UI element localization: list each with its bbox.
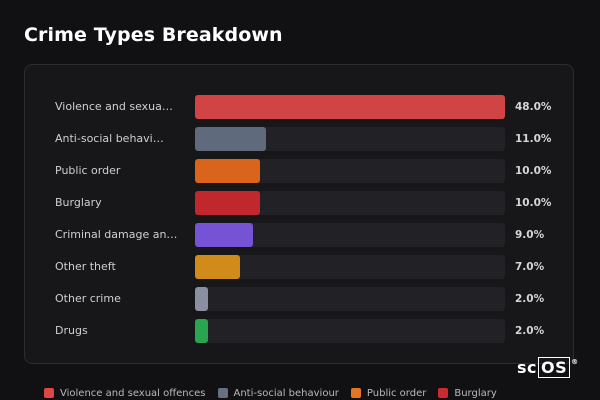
bar-label: Burglary — [55, 196, 102, 209]
bar-row: Criminal damage an… 9.0% — [25, 223, 573, 247]
legend-item[interactable]: Anti-social behaviour — [217, 386, 339, 400]
bar-value-label: 10.0% — [515, 197, 552, 209]
bar-track — [195, 255, 505, 279]
bar[interactable] — [195, 255, 240, 279]
bar-track — [195, 95, 505, 119]
bar[interactable] — [195, 95, 505, 119]
legend-item[interactable]: Violence and sexual offences — [44, 386, 206, 400]
bar-track — [195, 223, 505, 247]
legend-swatch — [217, 388, 228, 398]
bar[interactable] — [195, 287, 208, 311]
legend-swatch — [350, 388, 361, 398]
bar-row: Other theft 7.0% — [25, 255, 573, 279]
bar-label: Anti-social behavi… — [55, 132, 164, 145]
legend-item[interactable]: Public order — [350, 386, 427, 400]
bar-row: Public order 10.0% — [25, 159, 573, 183]
bar-track — [195, 319, 505, 343]
logo-boxed: OS — [538, 357, 571, 378]
logo-prefix: sc — [517, 358, 538, 377]
bar-label: Violence and sexua… — [55, 100, 173, 113]
bar-value-label: 10.0% — [515, 165, 552, 177]
bar-row: Violence and sexua… 48.0% — [25, 95, 573, 119]
bar-label: Public order — [55, 164, 121, 177]
bar-value-label: 11.0% — [515, 133, 552, 145]
bar-track — [195, 287, 505, 311]
chart-legend: Violence and sexual offences Anti-social … — [44, 386, 497, 400]
bar-label: Drugs — [55, 324, 88, 337]
bar-value-label: 9.0% — [515, 229, 545, 241]
bar-row: Drugs 2.0% — [25, 319, 573, 343]
bar[interactable] — [195, 223, 253, 247]
bar-label: Criminal damage an… — [55, 228, 178, 241]
legend-label: Public order — [366, 387, 427, 399]
legend-label: Anti-social behaviour — [233, 387, 339, 399]
bar-value-label: 2.0% — [515, 293, 545, 305]
bar-track — [195, 191, 505, 215]
bar-label: Other crime — [55, 292, 121, 305]
chart-card: Violence and sexua… 48.0% Anti-social beha… — [24, 64, 574, 364]
legend-label: Burglary — [454, 387, 497, 399]
chart-title: Crime Types Breakdown — [24, 24, 283, 46]
bar-row: Anti-social behavi… 11.0% — [25, 127, 573, 151]
legend-swatch — [438, 388, 449, 398]
bar-row: Other crime 2.0% — [25, 287, 573, 311]
legend-label: Violence and sexual offences — [60, 387, 206, 399]
bar[interactable] — [195, 159, 260, 183]
bar-track — [195, 127, 505, 151]
logo-registered: ® — [571, 358, 579, 366]
bar-value-label: 48.0% — [515, 101, 552, 113]
legend-swatch — [44, 388, 54, 398]
bar-track — [195, 159, 505, 183]
bar-row: Burglary 10.0% — [25, 191, 573, 215]
legend-item[interactable]: Burglary — [438, 386, 497, 400]
bar[interactable] — [195, 127, 266, 151]
bar-value-label: 7.0% — [515, 261, 545, 273]
bar-value-label: 2.0% — [515, 325, 545, 337]
bar[interactable] — [195, 191, 260, 215]
bar[interactable] — [195, 319, 208, 343]
bar-label: Other theft — [55, 260, 116, 273]
scos-logo: sc OS ® — [517, 357, 579, 378]
